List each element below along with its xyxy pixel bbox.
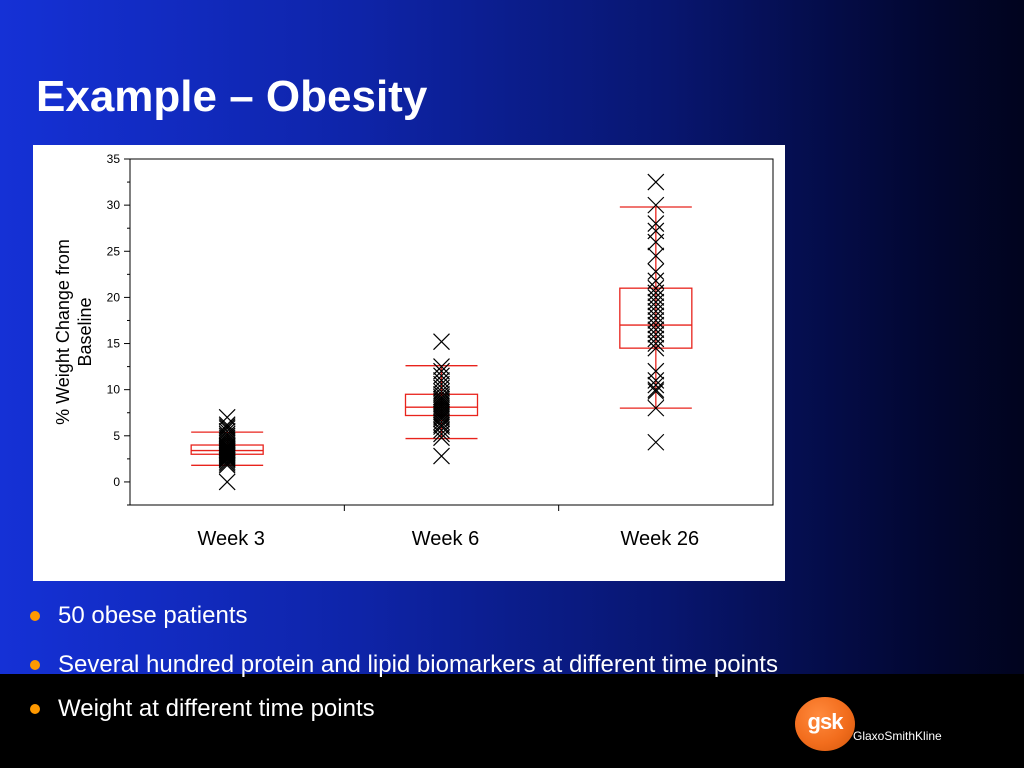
data-point-x [647,321,665,339]
data-point-x [433,408,450,426]
bullet-item: 50 obese patients [30,600,778,632]
data-point-x [433,362,450,380]
data-point-x [647,339,665,357]
data-point-x [647,233,665,251]
bullet-dot-icon [30,704,40,714]
y-tick-label: 5 [113,429,120,443]
data-point-x [433,358,450,376]
y-tick-label: 10 [107,383,121,397]
gsk-badge-icon: gsk [795,697,855,751]
data-point-x [218,450,236,468]
plot-frame [129,158,774,506]
data-point-x [433,333,450,351]
bullet-list: 50 obese patients Several hundred protei… [30,600,778,725]
data-point-x [647,293,665,311]
data-point-x [647,335,665,352]
y-tick-label: 20 [107,290,121,304]
data-point-x [647,279,665,297]
bullet-text: Weight at different time points [58,695,375,722]
x-tick-label: Week 3 [197,528,264,550]
bullet-item: Weight at different time points [30,693,778,725]
data-point-x [433,416,450,434]
data-point-x [647,383,665,400]
data-point-x [647,399,665,417]
bullet-dot-icon [30,660,40,670]
y-tick-label: 25 [107,244,121,258]
data-point-x [647,376,665,394]
box-plot-svg: 0 5 10 15 20 25 30 35 % Weight Change from Baseli… [53,152,774,550]
data-point-x [647,362,665,380]
y-tick-label: 0 [113,475,120,489]
bullet-text: 50 obese patients [58,602,248,629]
data-point-x [218,449,236,467]
data-point-x [647,312,665,329]
data-point-x [433,367,450,385]
data-point-x [647,272,665,290]
data-point-x [647,263,665,280]
data-point-x [433,413,450,431]
box-plot-chart: 0 5 10 15 20 25 30 35 % Weight Change from Baseli… [33,145,785,581]
data-point-x [647,302,665,320]
data-point-x [218,447,236,465]
y-axis-label-line: % Weight Change from [53,239,73,425]
data-point-x [647,330,665,348]
data-point-x [218,448,236,466]
data-point-x [647,288,665,306]
data-point-x [433,429,450,447]
y-axis-label: % Weight Change from Baseline [53,239,95,425]
data-point-x [218,473,236,491]
data-point-x [647,284,665,302]
data-point-x [218,456,236,474]
data-point-x [647,247,665,265]
data-point-x [433,425,450,443]
bullet-item: Several hundred protein and lipid biomar… [30,649,778,681]
data-point-x [433,421,450,439]
y-tick-label: 15 [107,337,121,351]
data-point-x [433,447,450,465]
data-point-x [647,173,665,191]
y-tick-label: 30 [107,198,121,212]
data-point-x [647,215,665,233]
slide-title: Example – Obesity [36,72,428,121]
bullet-text: Several hundred protein and lipid biomar… [58,651,778,678]
bullet-dot-icon [30,611,40,621]
y-axis-label-line: Baseline [75,297,95,366]
company-name: GlaxoSmithKline [853,729,942,743]
data-point-x [647,316,665,334]
data-point-x [218,453,236,471]
data-point-x [433,401,450,419]
x-tick-label: Week 26 [621,528,700,550]
data-point-x [647,433,665,451]
x-tick-label: Week 6 [412,528,479,550]
data-point-x [647,325,665,343]
y-tick-label: 35 [107,152,121,166]
data-point-x [647,381,665,399]
data-point-x [218,455,236,472]
data-point-x [647,298,665,316]
data-point-x [647,307,665,325]
data-point-x [647,196,665,214]
data-point-x [218,451,236,469]
